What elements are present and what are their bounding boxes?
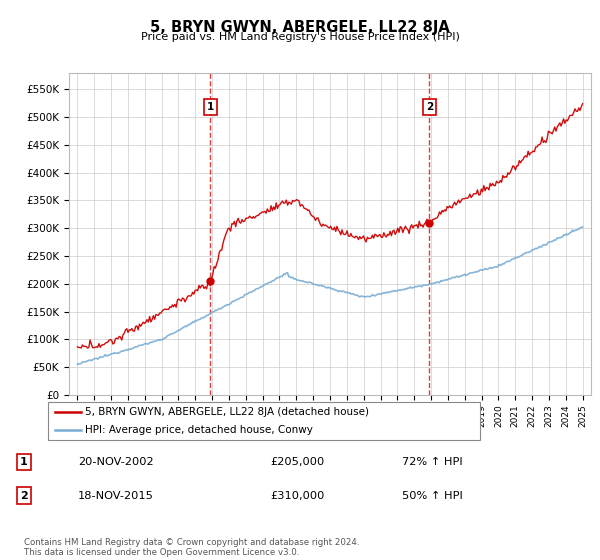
Text: 1: 1 bbox=[20, 457, 28, 467]
Text: 5, BRYN GWYN, ABERGELE, LL22 8JA (detached house): 5, BRYN GWYN, ABERGELE, LL22 8JA (detach… bbox=[85, 407, 369, 417]
Text: 2: 2 bbox=[426, 101, 433, 111]
Text: 18-NOV-2015: 18-NOV-2015 bbox=[78, 491, 154, 501]
Text: 50% ↑ HPI: 50% ↑ HPI bbox=[402, 491, 463, 501]
Text: Price paid vs. HM Land Registry's House Price Index (HPI): Price paid vs. HM Land Registry's House … bbox=[140, 32, 460, 42]
Text: 5, BRYN GWYN, ABERGELE, LL22 8JA: 5, BRYN GWYN, ABERGELE, LL22 8JA bbox=[150, 20, 450, 35]
Text: £310,000: £310,000 bbox=[270, 491, 325, 501]
Text: HPI: Average price, detached house, Conwy: HPI: Average price, detached house, Conw… bbox=[85, 425, 313, 435]
Text: Contains HM Land Registry data © Crown copyright and database right 2024.
This d: Contains HM Land Registry data © Crown c… bbox=[24, 538, 359, 557]
Text: 2: 2 bbox=[20, 491, 28, 501]
Text: 72% ↑ HPI: 72% ↑ HPI bbox=[402, 457, 463, 467]
Text: 20-NOV-2002: 20-NOV-2002 bbox=[78, 457, 154, 467]
Text: 1: 1 bbox=[207, 101, 214, 111]
Text: £205,000: £205,000 bbox=[270, 457, 324, 467]
